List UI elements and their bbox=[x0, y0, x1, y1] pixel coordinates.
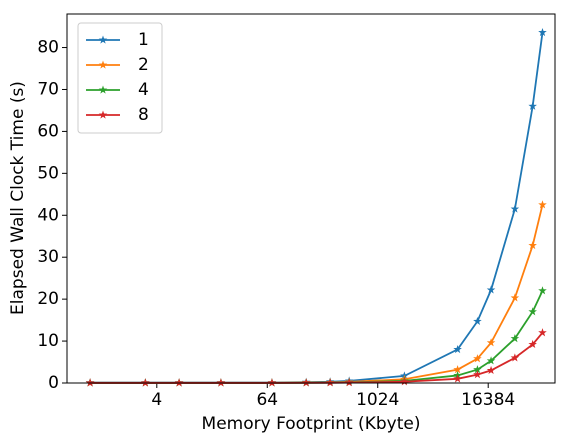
series-line bbox=[90, 204, 544, 384]
point-marker bbox=[528, 307, 537, 316]
legend-marker bbox=[98, 35, 108, 44]
y-tick-label: 70 bbox=[37, 79, 59, 99]
y-tick-label: 80 bbox=[37, 38, 59, 58]
x-tick-label: 16384 bbox=[461, 390, 515, 410]
x-tick-label: 64 bbox=[256, 390, 278, 410]
point-marker bbox=[473, 365, 482, 374]
point-marker bbox=[538, 286, 547, 295]
y-tick-label: 0 bbox=[48, 373, 59, 393]
y-axis-label: Elapsed Wall Clock Time (s) bbox=[8, 81, 28, 315]
y-tick-label: 60 bbox=[37, 121, 59, 141]
legend-label: 8 bbox=[138, 105, 149, 125]
point-marker bbox=[473, 354, 482, 363]
point-marker bbox=[301, 378, 311, 387]
legend-marker bbox=[98, 110, 108, 119]
point-marker bbox=[486, 285, 496, 294]
point-marker bbox=[510, 204, 520, 213]
point-marker bbox=[528, 101, 537, 110]
plot-frame bbox=[66, 13, 556, 384]
point-marker bbox=[325, 378, 335, 387]
legend-label: 2 bbox=[138, 55, 149, 75]
x-tick-label: 4 bbox=[151, 390, 162, 410]
point-marker bbox=[453, 365, 462, 374]
point-marker bbox=[510, 293, 520, 302]
point-marker bbox=[85, 378, 95, 387]
point-marker bbox=[344, 378, 354, 387]
point-marker bbox=[510, 334, 520, 343]
legend-label: 4 bbox=[138, 80, 149, 100]
point-marker bbox=[174, 378, 184, 387]
point-marker bbox=[453, 374, 462, 383]
x-axis-label: Memory Footprint (Kbyte) bbox=[202, 414, 421, 434]
point-marker bbox=[538, 200, 547, 209]
y-tick-label: 20 bbox=[37, 289, 59, 309]
legend-label: 1 bbox=[138, 30, 149, 50]
point-marker bbox=[486, 338, 496, 347]
point-marker bbox=[473, 316, 482, 325]
legend-marker bbox=[98, 60, 108, 69]
point-marker bbox=[141, 378, 150, 387]
point-marker bbox=[486, 365, 496, 375]
point-marker bbox=[486, 356, 496, 365]
legend-box bbox=[77, 22, 163, 134]
point-marker bbox=[528, 339, 537, 349]
point-marker bbox=[510, 353, 520, 362]
point-marker bbox=[538, 328, 547, 337]
legend-marker bbox=[98, 85, 108, 94]
point-marker bbox=[453, 344, 462, 354]
point-marker bbox=[267, 378, 277, 387]
y-tick-label: 10 bbox=[37, 331, 59, 351]
point-marker bbox=[538, 27, 547, 37]
y-tick-label: 40 bbox=[37, 205, 59, 225]
point-marker bbox=[216, 378, 226, 387]
point-marker bbox=[400, 377, 409, 386]
point-marker bbox=[473, 370, 482, 379]
y-tick-label: 50 bbox=[37, 163, 59, 183]
y-tick-label: 30 bbox=[37, 247, 59, 267]
legend: 1 2 4 8 bbox=[77, 22, 163, 134]
x-tick-label: 1024 bbox=[356, 390, 399, 410]
point-marker bbox=[528, 240, 537, 250]
